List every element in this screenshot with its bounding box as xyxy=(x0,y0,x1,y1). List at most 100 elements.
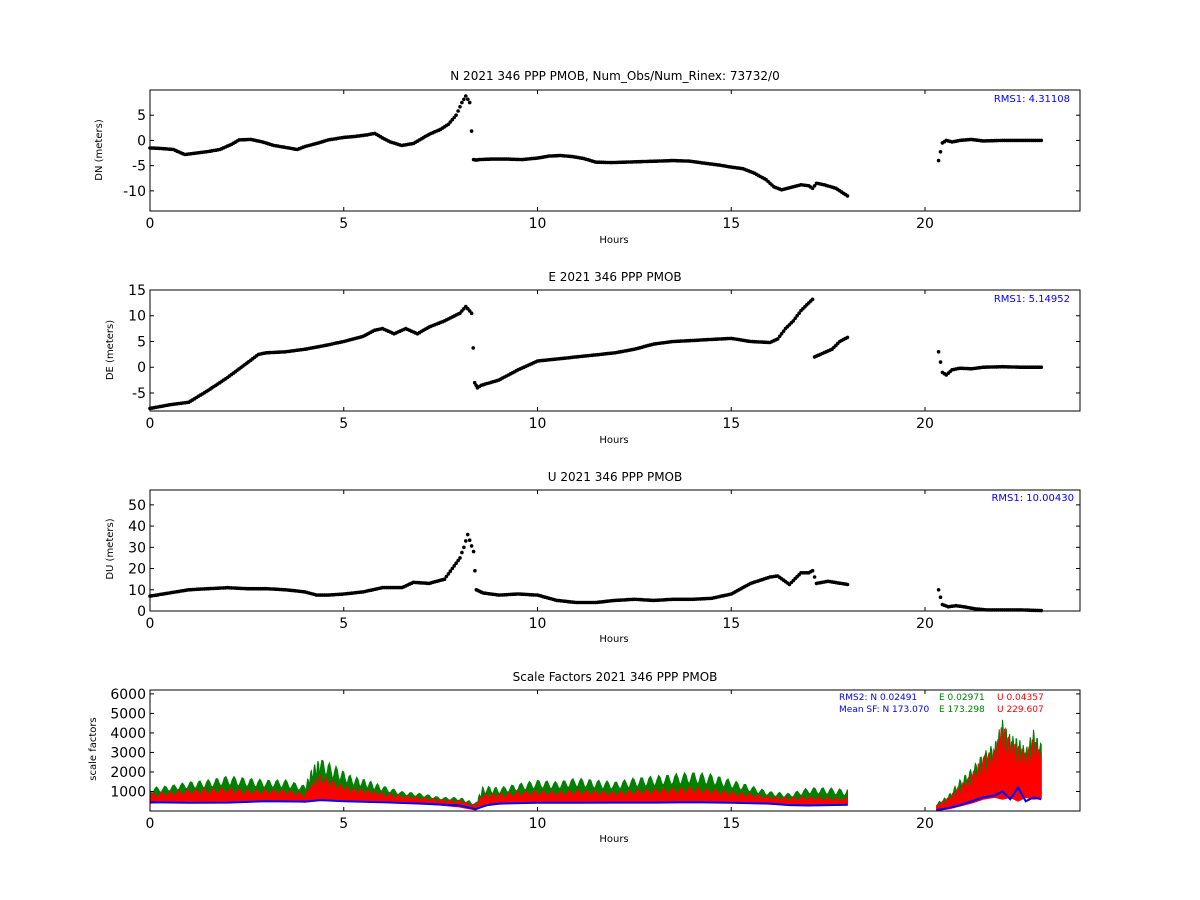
panel-u-ytick-label: 10 xyxy=(128,583,146,599)
panel-u-point xyxy=(444,574,449,579)
panel-sf-ytick-label: 2000 xyxy=(110,765,146,781)
panel-e-point xyxy=(793,316,797,321)
panel-u-ytick-label: 40 xyxy=(128,519,146,535)
panel-u-point xyxy=(465,532,470,537)
panel-e: E 2021 346 PPP PMOB DE (meters) Hours RM… xyxy=(105,270,1081,446)
panel-sf-meansf-u: U 229.607 xyxy=(997,705,1044,715)
panel-u-xtick-label: 20 xyxy=(916,616,934,632)
panel-sf-xtick-label: 20 xyxy=(916,816,934,832)
panel-e-point xyxy=(845,335,850,340)
panel-e-point xyxy=(781,329,786,334)
panel-n-rms: RMS1: 4.31108 xyxy=(994,94,1070,105)
panel-sf-rms2-n: RMS2: N 0.02491 xyxy=(839,693,917,703)
panel-sf-xtick-label: 10 xyxy=(529,816,547,832)
panel-e-series-1 xyxy=(936,350,1044,377)
panel-e-frame xyxy=(149,289,1081,412)
panel-u-point xyxy=(810,568,815,573)
panel-n-ytick-label: 0 xyxy=(137,133,146,149)
panel-n-point xyxy=(462,97,466,102)
panel-u-point xyxy=(448,569,453,573)
panel-e-series-0 xyxy=(148,297,850,411)
panel-sf-ytick-label: 4000 xyxy=(110,726,146,742)
panel-n-xtick-label: 20 xyxy=(916,216,934,232)
panel-sf-meansf-n: Mean SF: N 173.070 xyxy=(839,705,930,715)
panel-n-ylabel: DN (meters) xyxy=(94,119,105,181)
panel-n-series-0 xyxy=(148,94,850,198)
panel-e-point xyxy=(795,313,799,318)
panel-n-title: N 2021 346 PPP PMOB, Num_Obs/Num_Rinex: … xyxy=(450,69,779,83)
panel-u-point xyxy=(464,539,468,543)
panel-sf-xtick-label: 0 xyxy=(146,816,155,832)
panel-n-point xyxy=(467,100,472,105)
panel-u-point xyxy=(936,588,941,592)
panel-u-point xyxy=(450,566,455,571)
panel-e-xtick-label: 5 xyxy=(339,416,348,432)
panel-n-point xyxy=(454,113,458,117)
panel-u-point xyxy=(442,577,447,581)
panel-n-ytick-label: -5 xyxy=(132,159,146,175)
panel-sf-series-5-line xyxy=(936,785,1042,812)
panel-n-point xyxy=(464,94,468,98)
panel-u-ytick-label: 30 xyxy=(128,540,146,556)
panel-sf-xtick-label: 15 xyxy=(722,816,740,832)
panel-n-point xyxy=(938,150,943,154)
panel-sf-title: Scale Factors 2021 346 PPP PMOB xyxy=(513,670,718,684)
panel-u-frame xyxy=(149,489,1081,612)
panel-sf-xlabel: Hours xyxy=(599,834,628,845)
panel-e-xtick-label: 15 xyxy=(722,416,740,432)
panel-n-frame xyxy=(149,89,1081,212)
panel-u-point xyxy=(471,549,476,554)
panel-e-point xyxy=(779,332,784,336)
panel-e-xtick-label: 10 xyxy=(529,416,547,432)
panel-e-ytick-label: -5 xyxy=(132,386,146,402)
panel-n-point xyxy=(1039,138,1044,143)
panel-u-point xyxy=(467,538,472,542)
panel-e-xtick-label: 0 xyxy=(146,416,155,432)
panel-n: N 2021 346 PPP PMOB, Num_Obs/Num_Rinex: … xyxy=(94,69,1081,246)
panel-n-xtick-label: 5 xyxy=(339,216,348,232)
panel-sf-plot-area xyxy=(149,719,1042,812)
panel-n-point xyxy=(936,158,941,163)
panel-u-xtick-label: 15 xyxy=(722,616,740,632)
panel-n-point xyxy=(845,194,850,198)
panel-e-point xyxy=(797,311,801,316)
panel-u-point xyxy=(456,558,460,563)
panel-u-point xyxy=(454,561,458,565)
panel-e-point xyxy=(791,319,796,323)
panel-u-point xyxy=(458,556,462,560)
panel-e-point xyxy=(938,360,943,364)
panel-n-xtick-label: 10 xyxy=(529,216,547,232)
panel-e-point xyxy=(810,297,815,302)
panel-sf-series-2-line xyxy=(149,799,848,811)
panel-u-xtick-label: 0 xyxy=(146,616,155,632)
panel-sf-ytick-label: 5000 xyxy=(110,706,146,722)
panel-n-xtick-label: 15 xyxy=(722,216,740,232)
panel-e-point xyxy=(775,337,780,341)
panel-e-ytick-label: 15 xyxy=(128,283,146,299)
panel-n-point xyxy=(469,129,474,133)
panel-e-point xyxy=(471,346,476,350)
panel-n-point xyxy=(460,100,464,105)
panel-sf-ytick-label: 1000 xyxy=(110,784,146,800)
panel-sf-xtick-label: 5 xyxy=(339,816,348,832)
panel-sf-rms2-e: E 0.02971 xyxy=(939,693,985,703)
panel-e-point xyxy=(1039,365,1044,370)
panel-sf-rms2-u: U 0.04357 xyxy=(997,693,1044,703)
panel-u-title: U 2021 346 PPP PMOB xyxy=(548,470,682,484)
panel-u: U 2021 346 PPP PMOB DU (meters) Hours RM… xyxy=(105,470,1081,645)
panel-e-point xyxy=(777,334,782,339)
panel-sf-ytick-label: 3000 xyxy=(110,745,146,761)
panel-e-plot-area xyxy=(148,297,1044,411)
panel-u-point xyxy=(938,595,943,599)
panel-sf-ytick-label: 6000 xyxy=(110,687,146,703)
panel-e-ytick-label: 0 xyxy=(137,360,146,376)
panel-n-point xyxy=(810,186,815,191)
panel-u-point xyxy=(845,582,850,587)
panel-sf-ylabel: scale factors xyxy=(88,717,99,780)
panel-u-point xyxy=(460,550,464,555)
panel-u-xtick-label: 5 xyxy=(339,616,348,632)
panel-u-ylabel: DU (meters) xyxy=(105,518,116,579)
panel-n-point xyxy=(458,105,462,109)
panel-sf-series-2 xyxy=(149,799,848,811)
